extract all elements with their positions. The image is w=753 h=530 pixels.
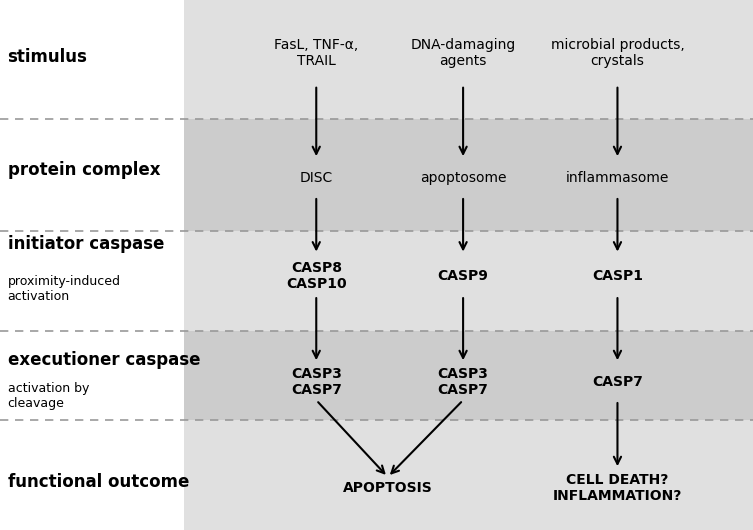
- Text: protein complex: protein complex: [8, 161, 160, 179]
- Text: DISC: DISC: [300, 171, 333, 184]
- Text: functional outcome: functional outcome: [8, 473, 189, 491]
- Text: CASP9: CASP9: [437, 269, 489, 282]
- Text: CASP7: CASP7: [592, 375, 643, 388]
- Text: proximity-induced
activation: proximity-induced activation: [8, 275, 120, 303]
- Text: executioner caspase: executioner caspase: [8, 351, 200, 369]
- Text: stimulus: stimulus: [8, 48, 87, 66]
- Text: apoptosome: apoptosome: [420, 171, 506, 184]
- Text: CASP3
CASP7: CASP3 CASP7: [291, 367, 342, 396]
- Text: CASP1: CASP1: [592, 269, 643, 282]
- Text: APOPTOSIS: APOPTOSIS: [343, 481, 433, 494]
- Bar: [184, 420, 753, 530]
- Bar: [184, 231, 753, 331]
- Bar: [184, 331, 753, 420]
- Text: activation by
cleavage: activation by cleavage: [8, 383, 89, 410]
- Text: CELL DEATH?
INFLAMMATION?: CELL DEATH? INFLAMMATION?: [553, 473, 682, 502]
- Text: FasL, TNF-α,
TRAIL: FasL, TNF-α, TRAIL: [274, 38, 358, 68]
- Text: inflammasome: inflammasome: [566, 171, 669, 184]
- Text: DNA-damaging
agents: DNA-damaging agents: [410, 38, 516, 68]
- Text: CASP3
CASP7: CASP3 CASP7: [437, 367, 489, 396]
- Text: microbial products,
crystals: microbial products, crystals: [550, 38, 684, 68]
- Bar: [184, 0, 753, 119]
- Text: CASP8
CASP10: CASP8 CASP10: [286, 261, 346, 290]
- Text: initiator caspase: initiator caspase: [8, 235, 164, 253]
- Bar: [0, 0, 184, 530]
- Bar: [184, 119, 753, 231]
